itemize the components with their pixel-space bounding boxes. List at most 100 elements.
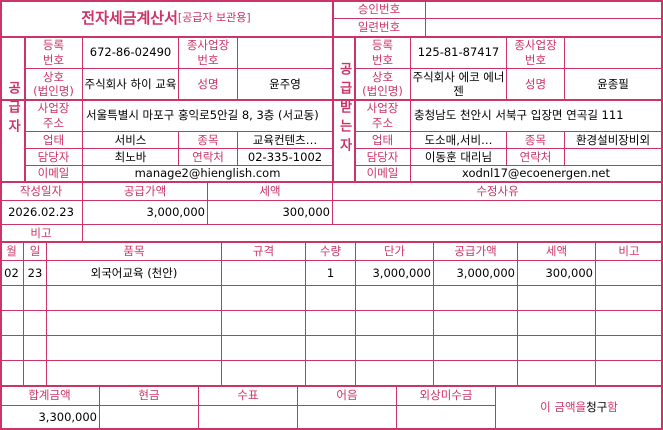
item-cell — [306, 286, 356, 311]
item-cell — [434, 311, 518, 336]
item-cell — [306, 336, 356, 361]
approval-no-label: 승인번호 — [333, 0, 426, 19]
supplier-biz-type: 서비스 — [83, 132, 179, 149]
supplier-sub-biz_no — [238, 37, 333, 69]
total-header: 합계금액 — [0, 386, 100, 406]
receiver-name: 윤종필 — [565, 69, 662, 100]
item-cell — [47, 336, 222, 361]
item-cell — [0, 311, 24, 336]
item-cell — [596, 286, 663, 311]
item-cell: 3,000,000 — [434, 261, 518, 286]
receiver-company-label: 상호 (법인명) — [355, 69, 411, 100]
title-main: 전자세금계산서 — [81, 8, 178, 27]
item-cell — [306, 311, 356, 336]
item-cell — [47, 286, 222, 311]
receiver-sub-biz_no-label: 종사업장 번호 — [507, 37, 565, 69]
divider — [354, 37, 356, 182]
total-value — [397, 406, 496, 430]
supplier-reg-no-label: 등록 번호 — [25, 37, 83, 69]
total-value — [199, 406, 298, 430]
supplier-contact: 02-335-1002 — [238, 149, 333, 166]
item-cell: 23 — [24, 261, 47, 286]
item-header: 규격 — [222, 242, 306, 261]
item-cell — [24, 361, 47, 386]
receiver-contact — [565, 149, 662, 166]
item-cell — [222, 336, 306, 361]
title: 전자세금계산서 [공급자 보관용] — [0, 0, 333, 37]
serial-no-label: 일련번호 — [333, 19, 426, 37]
total-value — [100, 406, 199, 430]
supplier-biz-type-label: 업태 — [25, 132, 83, 149]
item-cell — [222, 361, 306, 386]
reason-label: 수정사유 — [333, 182, 663, 201]
supplier-address-label: 사업장 주소 — [25, 100, 83, 132]
item-cell — [596, 361, 663, 386]
divider — [332, 0, 334, 182]
tax-value: 300,000 — [208, 201, 333, 225]
claim-suffix: 함 — [607, 400, 618, 415]
item-cell: 3,000,000 — [356, 261, 434, 286]
receiver-sub-biz_no — [565, 37, 662, 69]
receiver-manager: 이동훈 대리님 — [411, 149, 507, 166]
supplier-address: 서울특별시 마포구 홍익로5안길 8, 3층 (서교동) — [83, 100, 333, 132]
date-label: 작성일자 — [0, 182, 83, 201]
divider — [0, 181, 663, 183]
total-header: 현금 — [100, 386, 199, 406]
item-cell — [518, 311, 596, 336]
item-cell — [24, 336, 47, 361]
supplier-manager: 최노바 — [83, 149, 179, 166]
supply-value: 3,000,000 — [83, 201, 208, 225]
receiver-email-label: 이메일 — [355, 166, 411, 182]
divider — [0, 36, 663, 38]
claim-word: 청구 — [586, 400, 608, 415]
supplier-biz-item: 교육컨텐츠… — [238, 132, 333, 149]
serial-no-value — [426, 19, 663, 37]
item-cell — [356, 311, 434, 336]
divider — [0, 241, 663, 243]
receiver-email: xodnl17@ecoenergen.net — [411, 166, 662, 182]
item-cell — [47, 311, 222, 336]
supply-label: 공급가액 — [83, 182, 208, 201]
supplier-company-label: 상호 (법인명) — [25, 69, 83, 100]
receiver-contact-label: 연락처 — [507, 149, 565, 166]
item-cell — [24, 311, 47, 336]
receiver-address: 충청남도 천안시 서북구 입장면 연곡길 111 — [411, 100, 662, 132]
supplier-company: 주식회사 하이 교육 — [83, 69, 179, 100]
total-value: 3,300,000 — [0, 406, 100, 430]
receiver-manager-label: 담당자 — [355, 149, 411, 166]
supplier-section-label: 공급자 — [0, 37, 25, 182]
item-cell — [356, 361, 434, 386]
item-cell — [434, 361, 518, 386]
item-cell — [222, 261, 306, 286]
item-header: 공급가액 — [434, 242, 518, 261]
note-value — [83, 225, 663, 242]
supplier-reg-no: 672-86-02490 — [83, 37, 179, 69]
item-cell — [596, 261, 663, 286]
claim-prefix: 이 금액을 — [540, 400, 587, 415]
item-cell — [222, 311, 306, 336]
tax-label: 세액 — [208, 182, 333, 201]
item-cell — [222, 286, 306, 311]
item-cell — [0, 286, 24, 311]
item-header: 세액 — [518, 242, 596, 261]
approval-no-value — [426, 0, 663, 19]
divider — [24, 37, 26, 182]
receiver-section-label: 공급받는자 — [333, 37, 355, 182]
item-cell: 1 — [306, 261, 356, 286]
item-cell — [24, 286, 47, 311]
claim-text: 이 금액을 청구 함 — [496, 386, 663, 430]
supplier-email: manage2@hienglish.com — [83, 166, 333, 182]
receiver-company: 주식회사 에코 에너젠 — [411, 69, 507, 100]
reason-value — [333, 201, 663, 225]
item-header: 품목 — [47, 242, 222, 261]
item-header: 비고 — [596, 242, 663, 261]
supplier-name: 윤주영 — [238, 69, 333, 100]
supplier-contact-label: 연락처 — [179, 149, 238, 166]
divider — [661, 0, 663, 430]
title-sub: [공급자 보관용] — [177, 11, 251, 25]
receiver-biz-item-label: 종목 — [507, 132, 565, 149]
item-cell: 02 — [0, 261, 24, 286]
supplier-email-label: 이메일 — [25, 166, 83, 182]
supplier-biz-item-label: 종목 — [179, 132, 238, 149]
divider — [0, 0, 663, 2]
